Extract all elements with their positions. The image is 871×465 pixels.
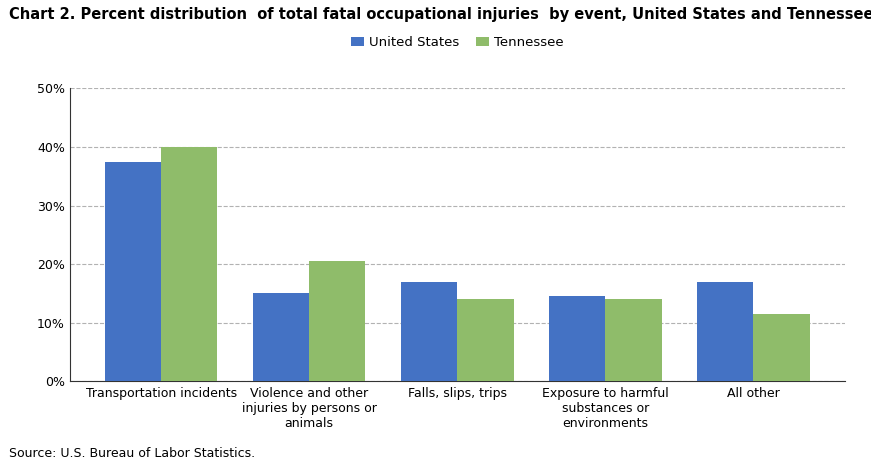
Bar xyxy=(549,296,605,381)
Bar xyxy=(401,282,457,381)
Bar xyxy=(605,299,662,381)
Bar xyxy=(309,261,366,381)
Legend: United States, Tennessee: United States, Tennessee xyxy=(346,31,569,54)
Bar xyxy=(161,147,218,381)
Bar xyxy=(697,282,753,381)
Bar xyxy=(457,299,514,381)
Bar xyxy=(753,314,810,381)
Text: Source: U.S. Bureau of Labor Statistics.: Source: U.S. Bureau of Labor Statistics. xyxy=(9,447,255,460)
Text: Chart 2. Percent distribution  of total fatal occupational injuries  by event, U: Chart 2. Percent distribution of total f… xyxy=(9,7,871,22)
Bar xyxy=(253,293,309,381)
Bar xyxy=(105,161,161,381)
